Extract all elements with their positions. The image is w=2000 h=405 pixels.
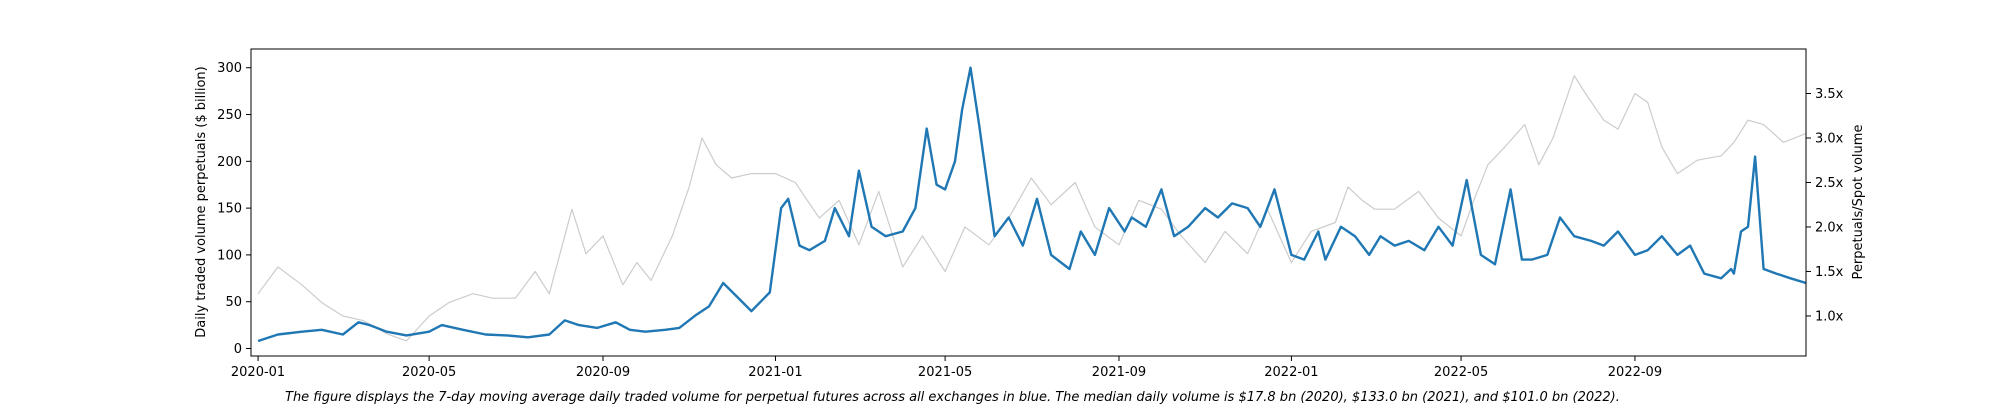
plot-frame xyxy=(250,48,1807,357)
y-tick-label: 150 xyxy=(217,202,242,217)
y2-tick-label: 3.5x xyxy=(1815,87,1844,102)
y2-tick-label: 2.0x xyxy=(1815,220,1844,235)
ratio-series-line xyxy=(257,75,1807,342)
x-tick-label: 2022-05 xyxy=(1434,365,1488,380)
y-tick-label: 50 xyxy=(225,295,242,310)
x-tick-label: 2021-05 xyxy=(918,365,972,380)
y-tick-label: 0 xyxy=(234,342,242,357)
x-tick-label: 2021-09 xyxy=(1092,365,1146,380)
y-tick-label: 250 xyxy=(217,108,242,123)
y-tick-label: 200 xyxy=(217,155,242,170)
x-tick-label: 2022-09 xyxy=(1608,365,1662,380)
y-tick-label: 100 xyxy=(217,248,242,263)
y-tick-label: 300 xyxy=(217,61,242,76)
y-axis-left: 0 50 100 150 200 250 300 xyxy=(217,61,251,357)
x-tick-label: 2021-01 xyxy=(748,365,802,380)
y2-tick-label: 1.5x xyxy=(1815,265,1844,280)
y2-tick-label: 1.0x xyxy=(1815,309,1844,324)
figure-caption: The figure displays the 7-day moving ave… xyxy=(285,390,1620,405)
y-axis-title: Daily traded volume perpetuals ($ billio… xyxy=(194,66,209,337)
perpetuals-line xyxy=(257,66,1807,343)
x-axis: 2020-01 2020-05 2020-09 2021-01 2021-05 2021-… xyxy=(231,356,1662,380)
x-tick-label: 2022-01 xyxy=(1264,365,1318,380)
x-tick-label: 2020-09 xyxy=(576,365,630,380)
x-tick-label: 2020-05 xyxy=(402,365,456,380)
perpetuals-series-line xyxy=(257,66,1807,343)
y2-axis-title: Perpetuals/Spot volume xyxy=(1851,125,1866,280)
y-axis-right: 1.0x 1.5x 2.0x 2.5x 3.0x 3.5x xyxy=(1806,87,1844,324)
y2-tick-label: 3.0x xyxy=(1815,131,1844,146)
ratio-line xyxy=(257,75,1807,342)
x-tick-label: 2020-01 xyxy=(231,365,285,380)
y2-tick-label: 2.5x xyxy=(1815,176,1844,191)
